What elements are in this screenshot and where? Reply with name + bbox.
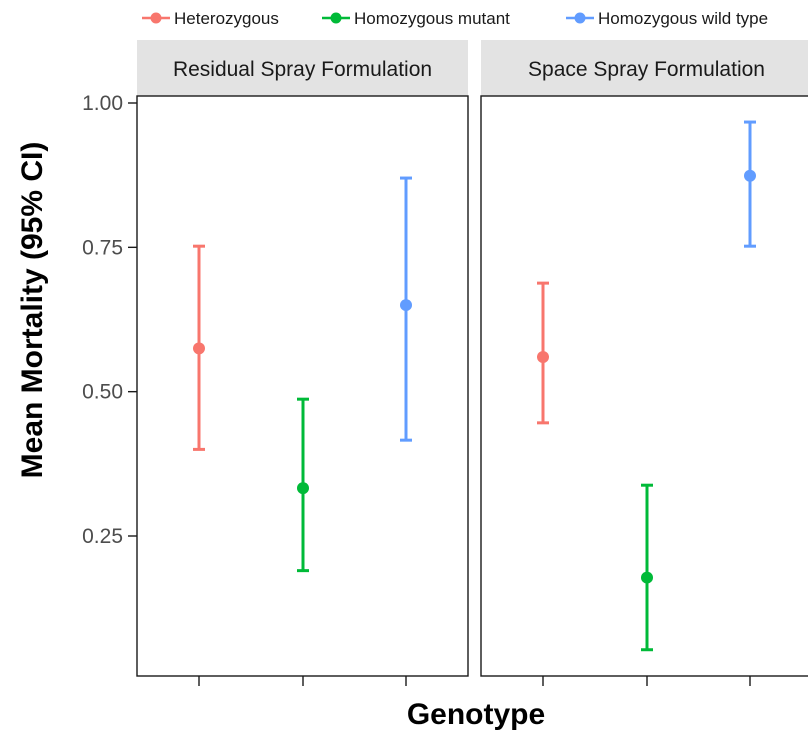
y-axis: 0.25 0.50 0.75 1.00 bbox=[82, 92, 137, 548]
data-point-group bbox=[400, 176, 412, 442]
mean-point bbox=[641, 571, 653, 584]
panel-border bbox=[136, 95, 469, 677]
mean-point bbox=[744, 169, 756, 182]
legend-label: Homozygous mutant bbox=[354, 9, 510, 28]
legend-key-point bbox=[574, 12, 586, 24]
y-tick-label: 0.50 bbox=[82, 381, 123, 404]
legend-label: Homozygous wild type bbox=[598, 9, 768, 28]
facet-strip bbox=[137, 40, 468, 96]
y-tick-label: 0.25 bbox=[82, 525, 123, 548]
data-point-group bbox=[744, 120, 756, 248]
facet-panel: Space Spray Formulation bbox=[480, 40, 808, 686]
mean-point bbox=[537, 351, 549, 364]
y-axis-title: Mean Mortality (95% CI) bbox=[16, 142, 49, 479]
mean-point bbox=[400, 299, 412, 312]
data-point-group bbox=[537, 281, 549, 425]
facet-strip-label: Residual Spray Formulation bbox=[173, 58, 432, 81]
y-tick-label: 1.00 bbox=[82, 92, 123, 115]
legend-key-point bbox=[150, 12, 162, 24]
x-axis-title: Genotype bbox=[407, 698, 545, 731]
facet-strip bbox=[481, 40, 808, 96]
panel-border bbox=[480, 95, 808, 677]
legend-item: Heterozygous bbox=[142, 9, 279, 28]
legend-item: Homozygous wild type bbox=[566, 9, 768, 28]
data-point-group bbox=[193, 244, 205, 451]
legend-key-point bbox=[330, 12, 342, 24]
y-tick-label: 0.75 bbox=[82, 236, 123, 259]
mean-point bbox=[297, 482, 309, 495]
facet-strip-label: Space Spray Formulation bbox=[528, 58, 765, 81]
facet-panels: Residual Spray Formulation Space Spray Fo… bbox=[136, 40, 808, 686]
legend: Heterozygous Homozygous mutant Homozygous … bbox=[142, 9, 768, 28]
legend-label: Heterozygous bbox=[174, 9, 279, 28]
legend-item: Homozygous mutant bbox=[322, 9, 510, 28]
data-point-group bbox=[297, 397, 309, 573]
data-point-group bbox=[641, 483, 653, 652]
facet-panel: Residual Spray Formulation bbox=[136, 40, 469, 686]
mean-point bbox=[193, 342, 205, 355]
